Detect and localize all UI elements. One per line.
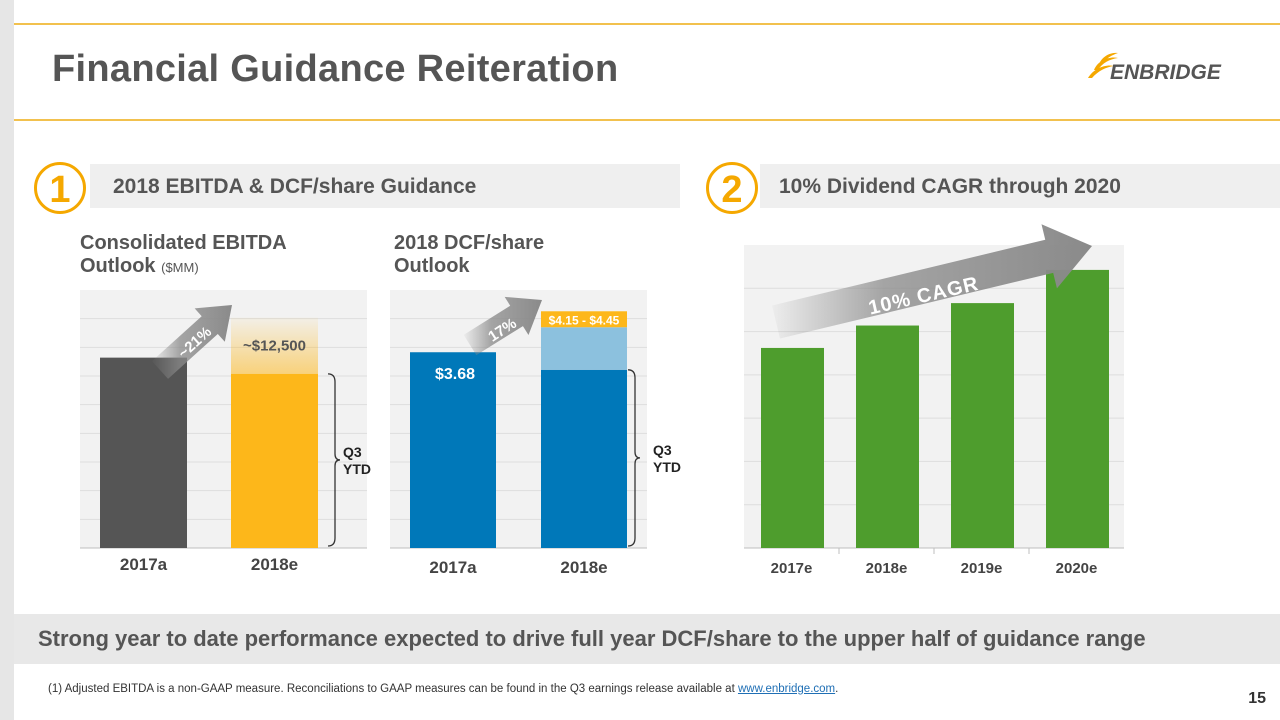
ebitda-unit: ($MM) [161,260,199,275]
ebitda-category-2018e: 2018e [251,555,298,574]
section-number-2: 2 [706,162,758,214]
dcf-title-line1: 2018 DCF/share [394,232,545,254]
dividend-bar-2017e [761,347,824,548]
dcf-2017a-value-label: $3.68 [435,366,475,383]
title-rule [14,119,1280,121]
dcf-bar-2018e-remaining [541,327,627,370]
dcf-ytd-label-line1: Q3 [653,442,672,458]
dcf-growth-arrow [463,296,542,356]
dcf-category-2017a: 2017a [429,558,477,577]
ebitda-bar-2017a [100,357,187,548]
section-title-1: 2018 EBITDA & DCF/share Guidance [113,175,477,198]
enbridge-website-link[interactable]: www.enbridge.com [737,683,836,695]
dividend-category-2020e: 2020e [1056,560,1098,577]
conclusion-text: Strong year to date performance expected… [38,626,1146,651]
logo-wordmark: ENBRIDGE [1110,61,1222,84]
top-rule [14,23,1280,25]
footnote: (1) Adjusted EBITDA is a non-GAAP measur… [48,683,838,695]
ebitda-bar-2018e-remaining [231,317,318,374]
dividend-category-2018e: 2018e [866,560,908,577]
dcf-ytd-bracket [627,369,641,547]
dcf-title-line2: Outlook [394,255,470,277]
section-band-2 [760,164,1280,208]
dividend-category-2017e: 2017e [771,560,813,577]
page-number: 15 [1248,690,1266,707]
ebitda-growth-arrow [151,305,232,379]
ebitda-category-2017a: 2017a [120,555,168,574]
footnote-suffix: . [835,683,839,695]
dcf-bar-2017a [410,352,496,548]
dividend-bar-2020e [1046,269,1109,548]
page-title: Financial Guidance Reiteration [52,48,619,90]
dcf-category-2018e: 2018e [560,558,607,577]
dcf-range-label: $4.15 - $4.45 [549,313,620,327]
dividend-cagr-arrow [772,224,1092,339]
ebitda-2018e-value-label: ~$12,500 [243,338,306,355]
enbridge-logo: ENBRIDGE [1088,52,1222,84]
dcf-bar-2018e-range [541,311,627,328]
left-edge-bar [0,0,14,720]
dividend-bar-2019e [951,303,1014,548]
ebitda-chart-title: Consolidated EBITDA Outlook ($MM) [80,232,340,279]
section-number-1: 1 [34,162,86,214]
dividend-category-2019e: 2019e [961,560,1003,577]
section-title-2: 10% Dividend CAGR through 2020 [779,175,1121,198]
dcf-bar-2018e-ytd [541,369,627,548]
dividend-bar-2018e [856,325,919,548]
ebitda-ytd-label-line2: YTD [343,461,371,477]
conclusion-band [14,614,1280,664]
ebitda-ytd-bracket [327,373,341,547]
ebitda-ytd-label-line1: Q3 [343,444,362,460]
ebitda-ytd-label: Q3 YTD [343,444,371,477]
dcf-ytd-label-line2: YTD [653,459,681,475]
section-band-1 [90,164,680,208]
ebitda-bar-2018e-ytd [231,373,318,548]
ebitda-title-text: Consolidated EBITDA Outlook [80,232,286,277]
footnote-text: (1) Adjusted EBITDA is a non-GAAP measur… [48,683,738,695]
flame-icon [1088,52,1118,78]
dcf-chart-title: 2018 DCF/share Outlook [394,232,544,278]
dcf-ytd-label: Q3 YTD [653,442,681,475]
